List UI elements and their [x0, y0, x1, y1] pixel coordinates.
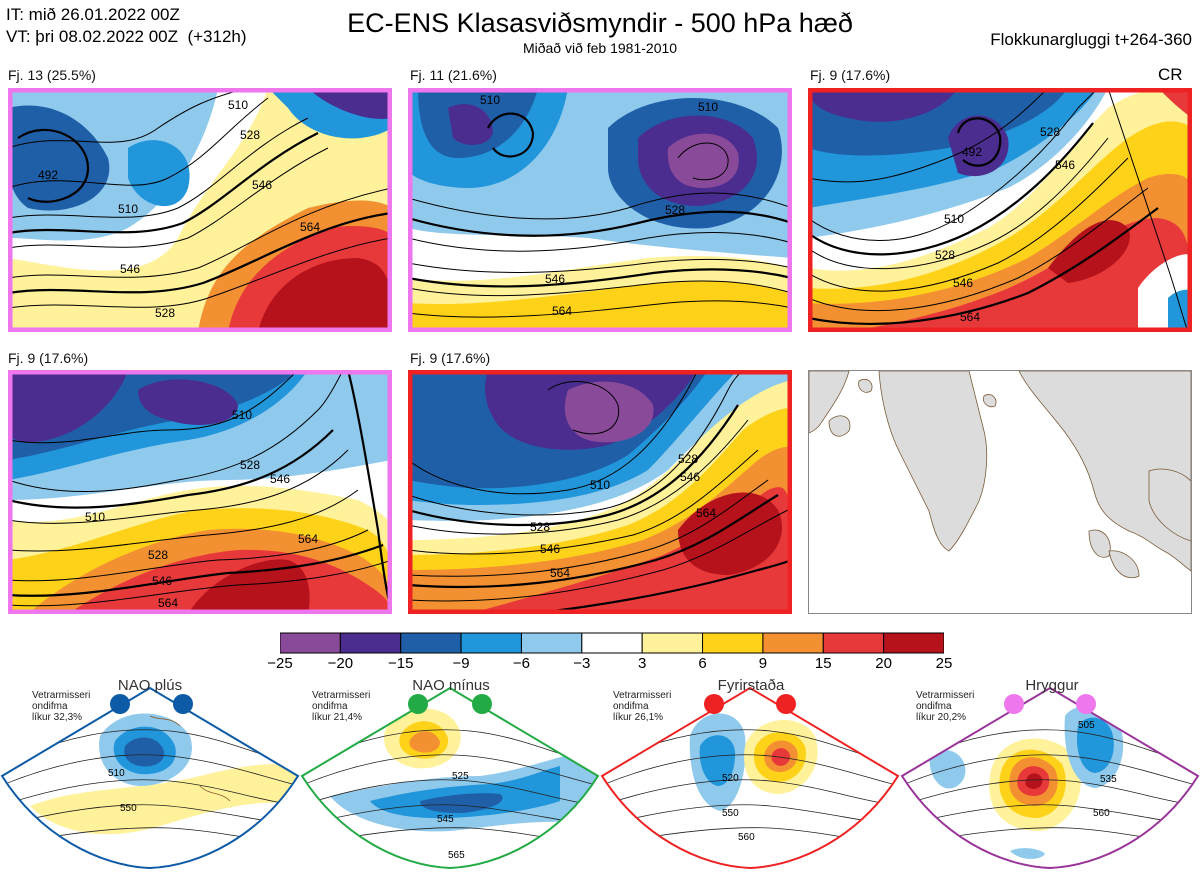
panel-1-contour-label: 564 — [300, 220, 321, 234]
panel-4-contour-label: 564 — [298, 532, 319, 546]
panel-2-contour-label: 510 — [698, 100, 719, 114]
panel-5-contour-label: 546 — [540, 542, 561, 556]
cluster-map-5 — [408, 370, 792, 614]
initial-time: IT: mið 26.01.2022 00Z — [6, 5, 180, 24]
colorbar-tick-label: −9 — [452, 655, 470, 672]
panel-1-contour-label: 510 — [228, 98, 249, 112]
panel-1-contour-label: 528 — [155, 306, 176, 320]
colorbar-bin — [641, 632, 704, 654]
regime-contour-label: 510 — [108, 768, 125, 779]
panel-5-contour-label: 528 — [530, 520, 551, 534]
regime-contour-label: 520 — [722, 773, 739, 784]
cluster-3-tag: CR — [1158, 65, 1183, 84]
colorbar-tick-label: 20 — [875, 655, 892, 672]
colorbar-tick-label: −6 — [512, 655, 530, 672]
regime-contour-label: 535 — [1100, 774, 1117, 785]
panel-1-contour-label: 510 — [118, 202, 139, 216]
panel-4-contour-label: 546 — [270, 472, 291, 486]
classification-window: Flokkunargluggi t+264-360 — [990, 30, 1192, 49]
cluster-1-label: Fj. 13 (25.5%) — [8, 67, 96, 83]
cluster-map-1 — [8, 88, 392, 332]
panel-2-contour-label: 546 — [545, 272, 566, 286]
regime-contour-label: 545 — [437, 814, 454, 825]
colorbar-bin — [520, 632, 583, 654]
panel-5-contour-label: 528 — [678, 452, 699, 466]
panel-5-contour-label: 510 — [590, 478, 611, 492]
panel-4-contour-label: 528 — [240, 458, 261, 472]
page-title: EC-ENS Klasasviðsmyndir - 500 hPa hæð — [347, 8, 853, 38]
regime-title-ridge: Hryggur — [1025, 677, 1079, 694]
anomaly-colorbar — [279, 632, 945, 659]
cluster-map-4 — [8, 370, 392, 614]
panel-2-contour-label: 510 — [480, 93, 501, 107]
regime-contour-label: 565 — [448, 850, 465, 861]
regime-note-blocking: Vetrarmisseri ondifma líkur 26,1% — [613, 690, 672, 723]
cluster-4-label: Fj. 9 (17.6%) — [8, 350, 89, 366]
panel-3-contour-label: 492 — [962, 145, 983, 159]
panel-3-contour-label: 510 — [944, 212, 965, 226]
panel-4-contour-label: 510 — [232, 408, 253, 422]
regime-contour-label: 560 — [1093, 808, 1110, 819]
panel-3-contour-label: 528 — [935, 248, 956, 262]
colorbar-tick-label: −3 — [573, 655, 591, 672]
cluster-3-label: Fj. 9 (17.6%) — [810, 67, 891, 83]
colorbar-tick-label: 6 — [698, 655, 707, 672]
colorbar-tick-label: 15 — [814, 655, 832, 672]
panel-4-contour-label: 564 — [158, 596, 179, 610]
regime-title-blocking: Fyrirstaða — [717, 677, 785, 694]
panel-3-contour-label: 546 — [1055, 158, 1076, 172]
colorbar-tick-label: 25 — [935, 655, 953, 672]
panel-2-contour-label: 564 — [552, 304, 573, 318]
regime-note-nao-plus: Vetrarmisseri ondifma líkur 32,3% — [32, 690, 91, 723]
cluster-5-label: Fj. 9 (17.6%) — [410, 350, 491, 366]
panel-3-contour-label: 528 — [1040, 125, 1061, 139]
regime-title-nao-minus: NAO mínus — [412, 677, 490, 694]
panel-3-contour-label: 564 — [960, 310, 981, 324]
colorbar-tick-label: −25 — [267, 655, 293, 672]
panel-4-contour-label: 528 — [148, 548, 169, 562]
reference-map — [808, 370, 1192, 614]
panel-1-contour-label: 546 — [252, 178, 273, 192]
panel-3-contour-label: 546 — [953, 276, 974, 290]
regime-note-ridge: Vetrarmisseri ondifma líkur 20,2% — [916, 690, 975, 723]
cluster-map-2 — [408, 88, 792, 332]
panel-1-contour-label: 492 — [38, 168, 59, 182]
valid-time: VT: þri 08.02.2022 00Z (+312h) — [6, 27, 247, 46]
regime-note-nao-minus: Vetrarmisseri ondifma líkur 21,4% — [312, 690, 371, 723]
cluster-map-3 — [808, 88, 1192, 332]
panel-1-contour-label: 546 — [120, 262, 141, 276]
colorbar-tick-label: −20 — [327, 655, 354, 672]
panel-4-contour-label: 510 — [85, 510, 106, 524]
regime-contour-label: 505 — [1078, 720, 1095, 731]
regime-diagrams — [0, 676, 1200, 871]
colorbar-tick-label: −15 — [387, 655, 414, 672]
cluster-2-label: Fj. 11 (21.6%) — [410, 67, 497, 83]
regime-title-nao-plus: NAO plús — [117, 677, 183, 694]
panel-5-contour-label: 546 — [680, 470, 701, 484]
panel-5-contour-label: 564 — [696, 506, 717, 520]
colorbar-bin — [279, 632, 341, 654]
regime-contour-label: 560 — [738, 832, 755, 843]
panel-2-contour-label: 528 — [665, 203, 686, 217]
colorbar-bin — [460, 632, 522, 654]
panel-5-contour-label: 564 — [550, 566, 571, 580]
header-times: IT: mið 26.01.2022 00Z VT: þri 08.02.202… — [6, 4, 247, 48]
colorbar-bin — [581, 632, 643, 654]
panel-4-contour-label: 546 — [152, 574, 173, 588]
regime-contour-label: 525 — [452, 771, 469, 782]
colorbar-bin — [762, 632, 824, 654]
regime-contour-label: 550 — [722, 808, 739, 819]
colorbar-bin — [883, 632, 945, 654]
page-subtitle: Miðað við feb 1981-2010 — [522, 40, 678, 56]
panel-1-contour-label: 528 — [240, 128, 261, 142]
colorbar-bin — [339, 632, 402, 654]
colorbar-bin — [822, 632, 885, 654]
colorbar-tick-label: 9 — [758, 655, 768, 672]
colorbar-bin — [400, 632, 462, 654]
colorbar-tick-label: 3 — [638, 655, 647, 672]
regime-contour-label: 550 — [120, 803, 137, 814]
colorbar-ticks: −25 −20 −15 −9 −6 −3 3 6 9 15 20 25 — [267, 655, 952, 675]
colorbar-bin — [702, 632, 764, 654]
